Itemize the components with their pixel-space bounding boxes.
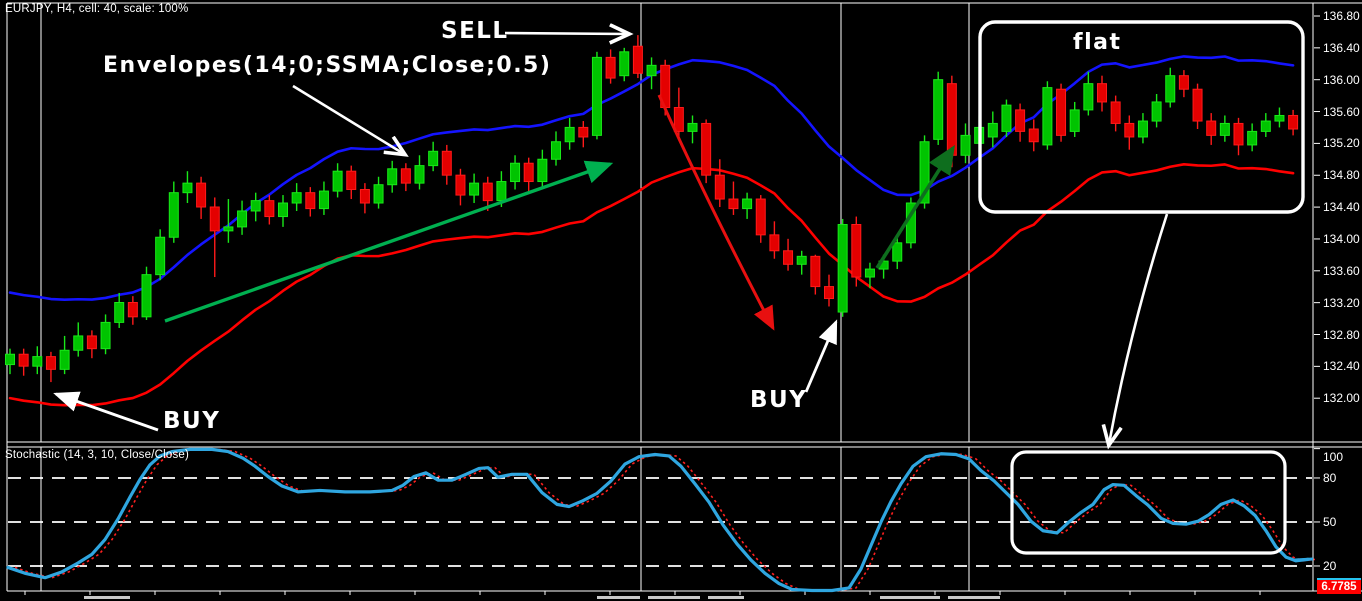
stochastic-title-label: Stochastic (14, 3, 10, Close/Close) — [5, 449, 190, 461]
symbol-info-label: EURJPY, H4, cell: 40, scale: 100% — [5, 3, 189, 15]
grid-lines — [6, 2, 1362, 599]
price-axis-label: 132.00 — [1323, 391, 1360, 406]
stochastic-level-label: 80 — [1323, 470, 1337, 485]
price-axis-label: 135.20 — [1323, 136, 1360, 151]
price-axis-label: 133.60 — [1323, 263, 1360, 278]
annotation-shapes — [53, 20, 1314, 562]
price-axis-label: 135.60 — [1323, 104, 1360, 119]
envelopes-annotation: Envelopes(14;0;SSMA;Close;0.5) — [103, 53, 552, 78]
flat-highlight-box — [1010, 450, 1287, 555]
flat-annotation: flat — [1073, 30, 1122, 55]
price-axis-label: 132.80 — [1323, 327, 1360, 342]
price-axis-label: 136.80 — [1323, 9, 1360, 23]
sell-annotation: SELL — [441, 18, 509, 44]
price-axis-label: 136.40 — [1323, 40, 1360, 55]
buy-annotation-mid: BUY — [750, 387, 808, 413]
flat-highlight-box — [978, 20, 1305, 214]
price-axis-label: 134.40 — [1323, 200, 1360, 215]
price-axis-label: 136.00 — [1323, 72, 1360, 87]
price-axis-label: 132.40 — [1323, 359, 1360, 374]
buy-annotation-left: BUY — [163, 408, 221, 434]
stochastic-indicator — [6, 447, 1316, 593]
stochastic-level-label: 20 — [1323, 558, 1337, 573]
price-axis-label: 134.80 — [1323, 168, 1360, 183]
price-axis-label: 133.20 — [1323, 295, 1360, 310]
candlesticks — [5, 35, 1299, 383]
envelopes-indicator — [8, 55, 1295, 407]
stochastic-level-label: 50 — [1323, 514, 1337, 529]
price-axis-label: 134.00 — [1323, 231, 1360, 246]
stochastic-level-label: 100 — [1323, 450, 1344, 464]
stochastic-current-value-badge: 6.7785 — [1317, 578, 1361, 594]
